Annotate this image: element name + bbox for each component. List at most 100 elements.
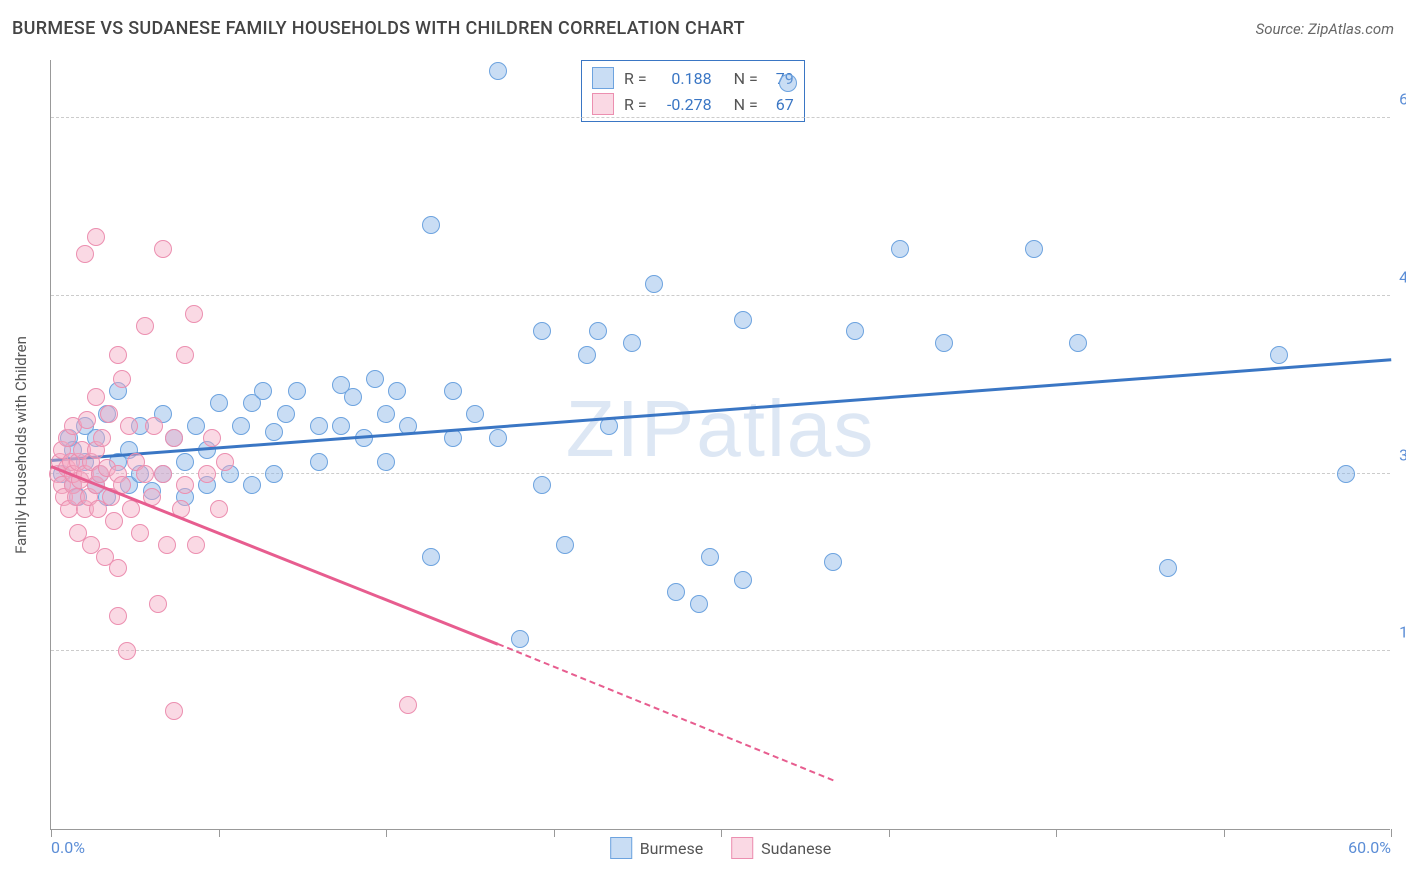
source-label: Source: ZipAtlas.com	[1256, 20, 1394, 38]
legend-row: R =-0.278N =67	[592, 91, 794, 117]
data-point	[1337, 465, 1355, 483]
n-label: N =	[734, 95, 758, 114]
data-point	[701, 548, 719, 566]
data-point	[93, 429, 111, 447]
x-tick	[889, 829, 890, 837]
data-point	[198, 465, 216, 483]
data-point	[109, 559, 127, 577]
n-label: N =	[734, 69, 758, 88]
data-point	[109, 346, 127, 364]
legend-row: R =0.188N =79	[592, 65, 794, 91]
x-tick	[1224, 829, 1225, 837]
x-tick-label: 60.0%	[1348, 838, 1391, 857]
trend-line-extended	[497, 643, 833, 781]
data-point	[136, 465, 154, 483]
data-point	[466, 405, 484, 423]
data-point	[154, 240, 172, 258]
legend-item: Burmese	[610, 837, 703, 859]
y-tick-label: 45.0%	[1399, 267, 1406, 286]
data-point	[265, 423, 283, 441]
data-point	[645, 275, 663, 293]
data-point	[891, 240, 909, 258]
data-point	[109, 607, 127, 625]
data-point	[165, 429, 183, 447]
correlation-legend: R =0.188N =79R =-0.278N =67	[581, 60, 805, 122]
data-point	[779, 74, 797, 92]
data-point	[310, 417, 328, 435]
data-point	[120, 417, 138, 435]
data-point	[511, 630, 529, 648]
data-point	[232, 417, 250, 435]
data-point	[667, 583, 685, 601]
data-point	[243, 476, 261, 494]
data-point	[1025, 240, 1043, 258]
data-point	[154, 465, 172, 483]
legend-label: Burmese	[640, 839, 703, 858]
data-point	[185, 305, 203, 323]
x-tick	[386, 829, 387, 837]
x-tick	[721, 829, 722, 837]
data-point	[100, 405, 118, 423]
data-point	[265, 465, 283, 483]
data-point	[332, 417, 350, 435]
x-tick	[219, 829, 220, 837]
data-point	[366, 370, 384, 388]
data-point	[113, 370, 131, 388]
data-point	[1270, 346, 1288, 364]
gridline	[51, 117, 1390, 118]
data-point	[824, 553, 842, 571]
data-point	[165, 702, 183, 720]
data-point	[444, 382, 462, 400]
data-point	[556, 536, 574, 554]
legend-swatch	[592, 67, 614, 89]
data-point	[78, 411, 96, 429]
data-point	[187, 417, 205, 435]
data-point	[87, 228, 105, 246]
data-point	[589, 322, 607, 340]
r-label: R =	[624, 69, 647, 88]
y-tick-label: 60.0%	[1399, 90, 1406, 109]
data-point	[187, 536, 205, 554]
data-point	[149, 595, 167, 613]
series-legend: Burmese Sudanese	[610, 837, 832, 859]
data-point	[489, 429, 507, 447]
data-point	[377, 453, 395, 471]
data-point	[210, 500, 228, 518]
data-point	[136, 317, 154, 335]
data-point	[176, 346, 194, 364]
data-point	[131, 524, 149, 542]
legend-swatch	[592, 93, 614, 115]
scatter-chart: Family Households with Children ZIPatlas…	[50, 60, 1390, 830]
r-value: -0.278	[657, 95, 712, 114]
data-point	[399, 696, 417, 714]
data-point	[422, 216, 440, 234]
gridline	[51, 295, 1390, 296]
data-point	[846, 322, 864, 340]
x-tick	[554, 829, 555, 837]
gridline	[51, 473, 1390, 474]
legend-item: Sudanese	[731, 837, 831, 859]
data-point	[216, 453, 234, 471]
gridline	[51, 650, 1390, 651]
data-point	[422, 548, 440, 566]
legend-swatch	[731, 837, 753, 859]
data-point	[734, 311, 752, 329]
data-point	[203, 429, 221, 447]
r-value: 0.188	[657, 69, 712, 88]
x-tick-label: 0.0%	[51, 838, 85, 857]
data-point	[533, 322, 551, 340]
x-tick	[51, 829, 52, 837]
y-tick-label: 30.0%	[1399, 445, 1406, 464]
chart-title: BURMESE VS SUDANESE FAMILY HOUSEHOLDS WI…	[12, 18, 745, 39]
data-point	[87, 388, 105, 406]
data-point	[176, 453, 194, 471]
data-point	[377, 405, 395, 423]
data-point	[578, 346, 596, 364]
x-tick	[1056, 829, 1057, 837]
x-tick	[1391, 829, 1392, 837]
data-point	[935, 334, 953, 352]
data-point	[344, 388, 362, 406]
data-point	[158, 536, 176, 554]
data-point	[310, 453, 328, 471]
y-tick-label: 15.0%	[1399, 623, 1406, 642]
